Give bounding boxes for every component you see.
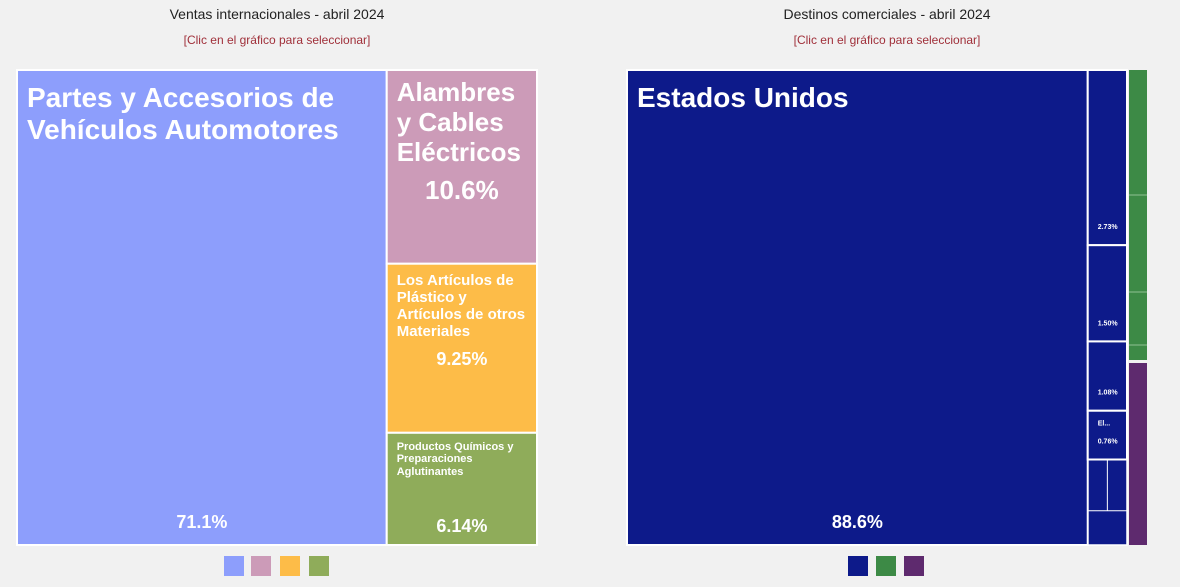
cell-label-box: Los Artículos de Plástico y Artículos de… [387, 264, 537, 433]
treemap-cell [1086, 244, 1128, 343]
chart-subtitle: [Clic en el gráfico para seleccionar] [794, 33, 981, 47]
cell-label: Partes y Accesorios de Vehículos Automot… [27, 82, 339, 146]
cell-label: El... [1098, 421, 1111, 428]
region-block [1129, 70, 1147, 360]
cell-label-box: Partes y Accesorios de Vehículos Automot… [17, 70, 387, 545]
cell-label-box: Productos Químicos y Preparaciones Aglut… [387, 433, 537, 545]
right-icons [848, 556, 924, 576]
treemap-cell [385, 262, 538, 434]
cell-value-label: 6.14% [436, 516, 488, 537]
icon[interactable] [280, 556, 300, 576]
cell-value-label: 0.76% [1098, 439, 1119, 446]
chart-subtitle: [Clic en el gráfico para seleccionar] [184, 33, 371, 47]
cell-label-box: Alambres y Cables Eléctricos 10.6% [387, 70, 537, 264]
treemap-cell [385, 431, 538, 546]
other-blocks [1086, 70, 1147, 546]
cell-label-box: Productos Químicos y Preparaciones Aglut… [387, 433, 537, 545]
cell-value-label: 88.6% [831, 512, 883, 533]
treemap-cell [1086, 69, 1128, 247]
region-block [1129, 363, 1147, 545]
treemap-cell [626, 69, 1089, 546]
cell-value-label: 9.25% [436, 348, 488, 369]
icon[interactable] [309, 556, 329, 576]
cell-label-box: Alambres y Cables Eléctricos 10.6% [387, 70, 537, 264]
treemap-cell [385, 69, 538, 265]
treemap-cell [16, 69, 388, 546]
cell-value-label: 1.50% [1098, 320, 1119, 327]
cell-label-box: Partes y Accesorios de Vehículos Automot… [17, 70, 387, 545]
cell-value-label: 10.6% [424, 174, 499, 205]
treemap-cell [1086, 340, 1128, 412]
cell-value-label: 2.73% [1098, 224, 1119, 231]
chart-title: Destinos comerciales - abril 2024 [784, 6, 991, 22]
icon[interactable] [876, 556, 896, 576]
chart-title: Ventas internacionales - abril 2024 [170, 6, 385, 22]
icon[interactable] [904, 556, 924, 576]
left-icons [224, 556, 329, 576]
icon[interactable] [848, 556, 868, 576]
cell-label-box: Estados Unidos 88.6% [627, 70, 1088, 545]
treemap-cell [1086, 409, 1128, 461]
icon[interactable] [251, 556, 271, 576]
cell-value-label: 1.08% [1098, 390, 1119, 397]
cell-label: Los Artículos de Plástico y Artículos de… [396, 271, 526, 341]
cell-label: Alambres y Cables Eléctricos [396, 77, 522, 167]
cell-label: Estados Unidos [637, 82, 849, 113]
cell-label-box: Estados Unidos 88.6% [627, 70, 1088, 545]
icon[interactable] [224, 556, 244, 576]
cell-value-label: 71.1% [176, 512, 228, 533]
cell-label: Productos Químicos y Preparaciones Aglut… [396, 440, 514, 479]
cell-label-box: Los Artículos de Plástico y Artículos de… [387, 264, 537, 433]
